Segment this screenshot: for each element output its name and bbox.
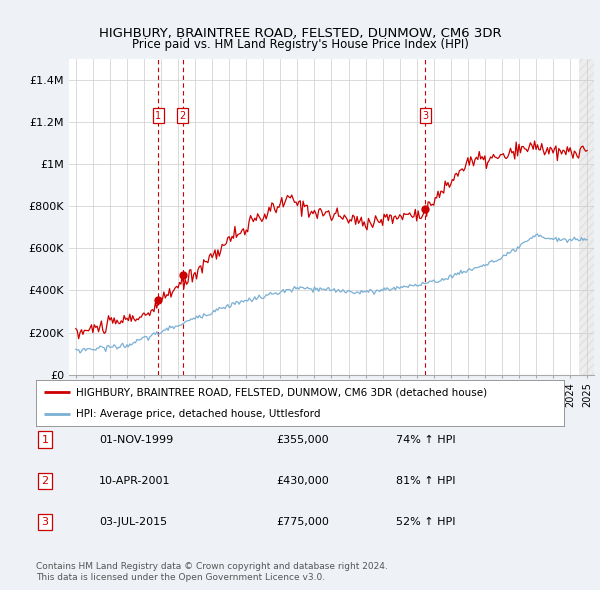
Text: Price paid vs. HM Land Registry's House Price Index (HPI): Price paid vs. HM Land Registry's House … [131,38,469,51]
Text: Contains HM Land Registry data © Crown copyright and database right 2024.
This d: Contains HM Land Registry data © Crown c… [36,562,388,582]
Text: 2: 2 [41,476,49,486]
Text: HIGHBURY, BRAINTREE ROAD, FELSTED, DUNMOW, CM6 3DR (detached house): HIGHBURY, BRAINTREE ROAD, FELSTED, DUNMO… [76,388,487,398]
Text: HPI: Average price, detached house, Uttlesford: HPI: Average price, detached house, Uttl… [76,408,320,418]
Text: HIGHBURY, BRAINTREE ROAD, FELSTED, DUNMOW, CM6 3DR: HIGHBURY, BRAINTREE ROAD, FELSTED, DUNMO… [98,27,502,40]
Text: 3: 3 [41,517,49,527]
Text: £430,000: £430,000 [276,476,329,486]
Text: 03-JUL-2015: 03-JUL-2015 [99,517,167,527]
Text: 52% ↑ HPI: 52% ↑ HPI [396,517,455,527]
Text: 01-NOV-1999: 01-NOV-1999 [99,435,173,444]
Text: £355,000: £355,000 [276,435,329,444]
Text: 74% ↑ HPI: 74% ↑ HPI [396,435,455,444]
Text: 2: 2 [179,111,186,121]
Text: 1: 1 [155,111,161,121]
Text: 3: 3 [422,111,428,121]
Text: 10-APR-2001: 10-APR-2001 [99,476,170,486]
Bar [578,59,600,375]
Text: 1: 1 [41,435,49,444]
Text: 81% ↑ HPI: 81% ↑ HPI [396,476,455,486]
Text: £775,000: £775,000 [276,517,329,527]
